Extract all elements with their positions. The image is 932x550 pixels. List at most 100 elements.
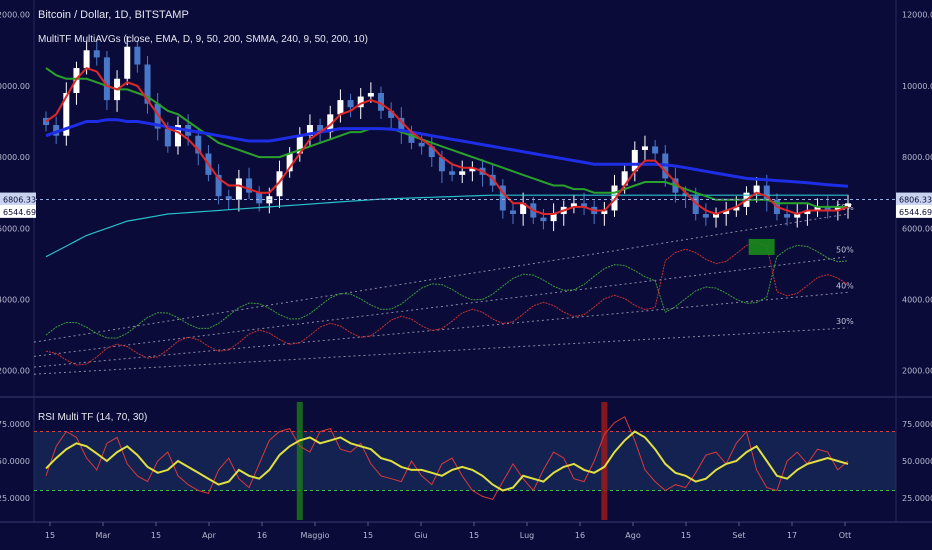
- chart-title: Bitcoin / Dollar, 1D, BITSTAMP: [38, 9, 189, 21]
- candle-body: [550, 214, 557, 222]
- candle-body: [164, 128, 171, 147]
- green-oscillator: [45, 244, 849, 339]
- candle-body: [83, 50, 90, 69]
- secondary-price-value: 6544.69: [899, 208, 932, 217]
- y-tick-label-right: 12000.00: [902, 11, 932, 20]
- rsi-tick-right: 75.0000: [902, 420, 932, 429]
- candle-body: [631, 149, 638, 172]
- x-tick-label: Giu: [414, 531, 428, 540]
- candle-body: [276, 171, 283, 197]
- last-price-box-left: 6806.33: [0, 192, 36, 206]
- percent-label: 40%: [836, 281, 854, 290]
- candle-body: [834, 206, 841, 211]
- x-tick-label: Ott: [839, 531, 852, 540]
- rsi-red-marker: [601, 402, 608, 520]
- rsi-tick-left: 75.0000: [0, 420, 30, 429]
- candle-body: [540, 217, 547, 222]
- candle-body: [256, 192, 263, 204]
- candle-body: [337, 100, 344, 115]
- x-tick-label: Ago: [625, 531, 641, 540]
- candle-body: [814, 206, 821, 211]
- candle-body: [641, 146, 648, 150]
- y-tick-label-right: 6000.00: [902, 224, 932, 233]
- candle-body: [398, 117, 405, 133]
- secondary-price-box-left: 6544.69: [0, 204, 36, 218]
- signal-box: [748, 238, 775, 255]
- candle-body: [134, 46, 141, 65]
- rsi-tick-left: 50.0000: [0, 457, 30, 466]
- secondary-price-box-right: 6544.69: [896, 204, 932, 218]
- red-oscillator: [45, 241, 849, 366]
- x-tick-label: 16: [575, 531, 585, 540]
- ema200-line: [45, 118, 849, 188]
- x-tick-label: Apr: [202, 531, 217, 540]
- candle-body: [449, 171, 456, 175]
- candle-body: [570, 203, 577, 207]
- indicator-label: MultiTF MultiAVGs (close, EMA, D, 9, 50,…: [38, 34, 368, 45]
- rsi-tick-left: 25.0000: [0, 494, 30, 503]
- secondary-price-value: 6544.69: [3, 208, 36, 217]
- candle-body: [93, 50, 100, 58]
- x-tick-label: 17: [787, 531, 797, 540]
- candle-body: [388, 110, 395, 118]
- candle-body: [296, 135, 303, 154]
- x-tick-label: Mar: [95, 531, 111, 540]
- percent-label: 50%: [836, 246, 854, 255]
- candle-body: [174, 125, 181, 147]
- candle-body: [469, 167, 476, 172]
- candle-body: [845, 203, 851, 207]
- x-tick-label: 15: [45, 531, 55, 540]
- percent-label: 30%: [836, 317, 854, 326]
- percent-line: [33, 327, 849, 375]
- candle-body: [489, 174, 496, 186]
- candle-body: [195, 135, 202, 154]
- candle-body: [367, 92, 374, 97]
- x-tick-label: Set: [732, 531, 745, 540]
- candle-body: [103, 57, 110, 101]
- candle-body: [753, 185, 760, 193]
- candle-body: [682, 192, 689, 197]
- percent-line: [33, 256, 849, 357]
- candle-body: [804, 210, 811, 215]
- candle-body: [509, 210, 516, 215]
- last-price-value: 6806.33: [899, 196, 932, 205]
- y-tick-label-right: 2000.00: [902, 367, 932, 376]
- candle-body: [306, 125, 313, 136]
- ema9-line: [45, 66, 849, 216]
- y-tick-label-left: 8000.00: [0, 153, 30, 162]
- candle-body: [723, 210, 730, 215]
- candle-body: [418, 142, 425, 147]
- candle-body: [438, 157, 445, 172]
- candle-body: [459, 171, 466, 175]
- candle-body: [144, 64, 151, 104]
- rsi-tick-right: 25.0000: [902, 494, 932, 503]
- candle-body: [215, 174, 222, 197]
- rsi-tick-right: 50.0000: [902, 457, 932, 466]
- last-price-box-right: 6806.33: [896, 192, 932, 206]
- candle-body: [520, 203, 527, 215]
- candle-body: [794, 214, 801, 218]
- percent-line: [33, 291, 849, 368]
- candle-body: [581, 203, 588, 207]
- candle-body: [63, 92, 70, 136]
- candle-body: [408, 132, 415, 143]
- candle-body: [763, 185, 770, 200]
- x-tick-label: Maggio: [300, 531, 329, 540]
- percent-line: [33, 213, 849, 343]
- candle-body: [225, 196, 232, 200]
- x-tick-label: 15: [151, 531, 161, 540]
- y-tick-label-left: 4000.00: [0, 295, 30, 304]
- candle-body: [286, 153, 293, 172]
- y-tick-label-right: 4000.00: [902, 295, 932, 304]
- y-tick-label-right: 8000.00: [902, 153, 932, 162]
- candle-body: [154, 103, 161, 129]
- x-tick-label: 15: [681, 531, 691, 540]
- candle-body: [317, 125, 324, 133]
- candle-body: [733, 206, 740, 211]
- candle-body: [499, 185, 506, 211]
- candle-body: [347, 100, 354, 108]
- candle-body: [702, 214, 709, 218]
- candle-body: [357, 96, 364, 108]
- candle-body: [713, 214, 720, 218]
